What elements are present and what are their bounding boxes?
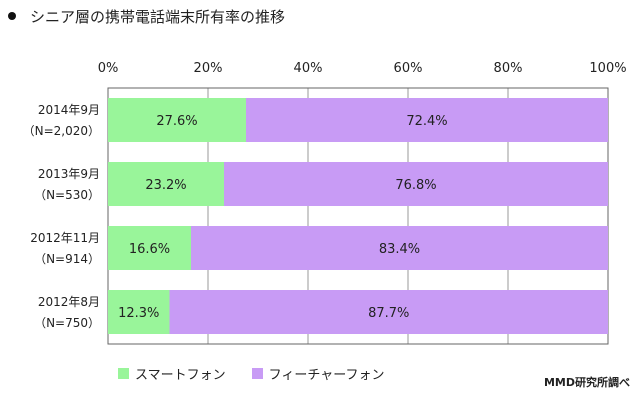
data-label: 76.8% [395, 178, 436, 193]
bar-segment [108, 98, 246, 142]
data-label: 83.4% [379, 242, 420, 257]
legend: スマートフォン フィーチャーフォン [118, 364, 410, 383]
legend-swatch-feature-phone [251, 368, 263, 379]
x-tick-label: 80% [494, 61, 523, 76]
legend-item-feature-phone: フィーチャーフォン [251, 364, 385, 383]
category-label: 2012年8月 [38, 295, 100, 309]
bar-segment [224, 162, 608, 206]
category-label: 2013年9月 [38, 167, 100, 181]
source-note: MMD研究所調べ [543, 376, 630, 389]
category-count-label: （N=750） [34, 316, 100, 330]
chart-title: シニア層の携帯電話端末所有率の推移 [30, 7, 286, 26]
data-label: 72.4% [406, 114, 447, 129]
data-label: 16.6% [129, 242, 170, 257]
legend-swatch-smartphone [118, 368, 129, 379]
category-count-label: （N=2,020） [23, 124, 100, 138]
data-label: 27.6% [156, 114, 197, 129]
category-label: 2012年11月 [30, 231, 100, 245]
chart-title-row: シニア層の携帯電話端末所有率の推移 [8, 4, 285, 28]
legend-label-smartphone: スマートフォン [135, 368, 226, 383]
bar-segment [108, 162, 224, 206]
legend-label-feature-phone: フィーチャーフォン [268, 368, 385, 383]
data-label: 23.2% [145, 178, 186, 193]
legend-item-smartphone: スマートフォン [118, 364, 226, 383]
category-count-label: （N=530） [34, 188, 100, 202]
x-tick-label: 100% [589, 61, 626, 76]
bullet-icon [8, 12, 16, 20]
category-label: 2014年9月 [38, 103, 100, 117]
bar-segment [108, 290, 170, 334]
bar-segment [169, 290, 608, 334]
bar-segment [108, 226, 191, 270]
bar-segment [191, 226, 608, 270]
bar-segment [246, 98, 608, 142]
plot-frame [107, 87, 609, 345]
x-tick-label: 60% [394, 61, 423, 76]
x-tick-label: 40% [294, 61, 323, 76]
x-tick-label: 0% [98, 61, 119, 76]
category-count-label: （N=914） [34, 252, 100, 266]
data-label: 87.7% [368, 306, 409, 321]
data-label: 12.3% [118, 306, 159, 321]
x-tick-label: 20% [194, 61, 223, 76]
